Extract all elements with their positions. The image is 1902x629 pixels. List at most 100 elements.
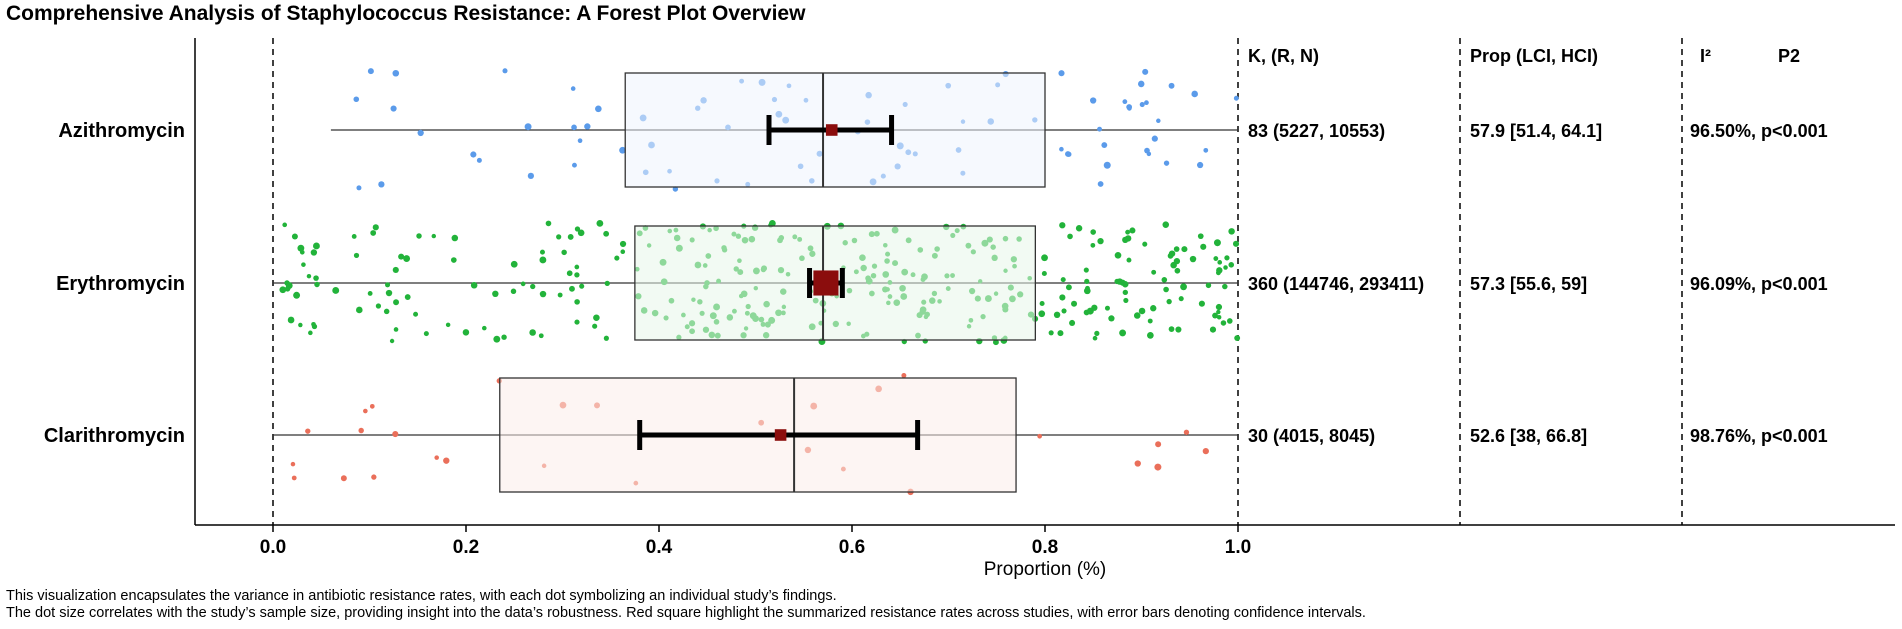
erythromycin-study-point [579,283,585,289]
azithromycin-study-point [1156,118,1161,124]
erythromycin-study-point [398,253,405,260]
erythromycin-study-point [1119,329,1127,337]
clarithromycin-label: Clarithromycin [44,425,185,447]
x-axis-label: Proportion (%) [984,559,1107,580]
erythromycin-study-point [462,329,470,336]
erythromycin-study-point [538,333,544,339]
erythromycin-study-point [392,266,399,274]
azithromycin-study-point [1127,106,1132,111]
erythromycin-study-point [1216,315,1222,320]
clarithromycin-study-point [1037,433,1042,439]
x-tick-label: 0.6 [839,537,865,558]
erythromycin-study-point [1142,241,1148,247]
erythromycin-study-point [308,330,313,336]
erythromycin-study-point [1083,287,1091,295]
erythromycin-study-point [1092,335,1098,341]
erythromycin-study-point [1228,228,1235,235]
clarithromycin-i2-text: 98.76%, p<0.001 [1690,426,1828,446]
erythromycin-study-point [1222,283,1228,290]
erythromycin-study-point [1223,265,1228,270]
erythromycin-study-point [383,308,390,315]
erythromycin-study-point [539,249,545,255]
x-tick-label: 0.0 [260,537,286,558]
azithromycin-study-point [1097,181,1104,187]
erythromycin-study-point [620,249,626,255]
azithromycin-study-point [378,181,385,188]
erythromycin-study-point [1090,229,1097,235]
erythromycin-study-point [556,234,562,240]
erythromycin-study-point [1150,305,1157,312]
erythromycin-study-point [567,234,574,240]
erythromycin-study-point [520,281,526,287]
erythromycin-study-point [310,249,318,256]
erythromycin-study-point [1116,278,1123,285]
erythromycin-study-point [1168,326,1175,332]
erythromycin-study-point [603,335,609,341]
azithromycin-study-point [584,123,591,130]
azithromycin-study-point [1151,135,1158,142]
erythromycin-study-point [1104,305,1110,311]
erythromycin-study-point [1209,326,1217,333]
clarithromycin-study-point [363,408,368,414]
erythromycin-study-point [1213,256,1219,261]
azithromycin-study-point [527,172,535,179]
erythromycin-study-point [539,256,547,264]
erythromycin-study-point [1126,257,1132,263]
erythromycin-study-point [557,292,563,298]
erythromycin-study-point [619,240,627,248]
clarithromycin-study-point [291,475,297,481]
erythromycin-i2-text: 96.09%, p<0.001 [1690,274,1828,294]
erythromycin-study-point [545,220,552,227]
clarithromycin-k-text: 30 (4015, 8045) [1248,426,1375,446]
erythromycin-study-point [1039,300,1045,307]
erythromycin-study-point [1226,318,1233,324]
erythromycin-study-point [577,229,585,237]
erythromycin-prop-text: 57.3 [55.6, 59] [1470,274,1587,294]
clarithromycin-study-point [392,431,399,438]
x-tick-label: 1.0 [1225,537,1251,558]
table-header-prop: Prop (LCI, HCI) [1470,46,1598,66]
erythromycin-study-point [1061,308,1067,314]
erythromycin-study-point [1138,307,1146,315]
erythromycin-study-point [530,283,536,290]
table-header-k: K, (R, N) [1248,46,1319,66]
erythromycin-study-point [301,262,306,267]
erythromycin-study-point [1048,330,1054,336]
erythromycin-study-point [596,219,604,227]
erythromycin-study-point [510,288,517,295]
erythromycin-study-point [1234,335,1241,342]
azithromycin-study-point [1163,160,1170,166]
erythromycin-study-point [298,322,303,328]
azithromycin-study-point [595,105,602,113]
erythromycin-study-point [1163,286,1169,293]
azithromycin-study-point [1090,97,1097,104]
erythromycin-study-point [1215,303,1223,311]
erythromycin-study-point [370,230,377,236]
table-header-p2: P2 [1778,46,1800,66]
erythromycin-study-point [1059,222,1066,229]
azithromycin-study-point [1144,100,1149,106]
erythromycin-study-point [1146,332,1154,339]
erythromycin-study-point [1041,270,1047,277]
erythromycin-study-point [291,233,298,240]
erythromycin-study-point [1114,251,1122,259]
azithromycin-study-point [470,151,477,158]
erythromycin-study-point [1059,294,1066,301]
erythromycin-study-point [614,255,620,261]
x-tick-label: 0.2 [453,537,479,558]
erythromycin-study-point [1060,277,1066,283]
erythromycin-study-point [510,260,518,268]
erythromycin-study-point [603,230,610,237]
erythromycin-study-point [403,255,411,262]
erythromycin-study-point [604,280,610,287]
erythromycin-study-point [492,290,499,298]
azithromycin-study-point [577,138,583,144]
clarithromycin-study-point [1202,448,1209,455]
clarithromycin-study-point [371,474,377,480]
clarithromycin-study-point [443,457,450,464]
azithromycin-study-point [367,68,374,75]
azithromycin-study-point [502,68,508,74]
erythromycin-study-point [1090,242,1096,248]
erythromycin-study-point [306,273,312,279]
azithromycin-study-point [1122,99,1128,105]
